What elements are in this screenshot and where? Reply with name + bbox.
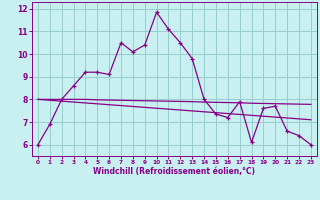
X-axis label: Windchill (Refroidissement éolien,°C): Windchill (Refroidissement éolien,°C) (93, 167, 255, 176)
